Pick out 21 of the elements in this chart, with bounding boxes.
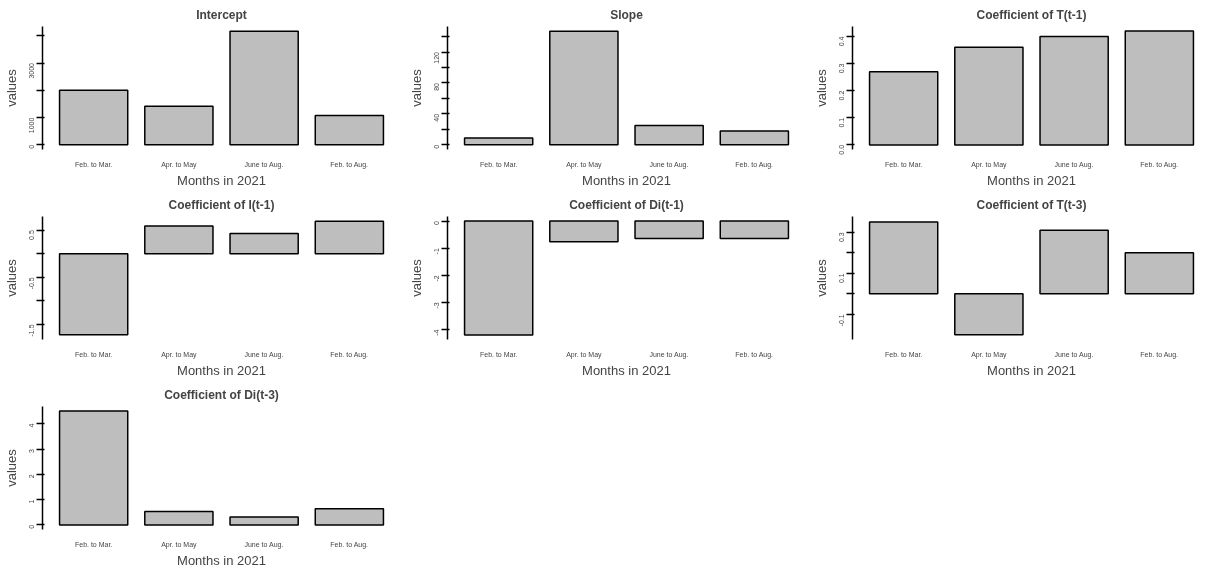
y-axis-title: values [3, 448, 19, 487]
y-axis-title: values [3, 68, 19, 107]
y-axis-title: values [408, 258, 424, 297]
y-axis-title: values [813, 258, 829, 297]
chart-title: Coefficient of Di(t-1) [569, 197, 684, 212]
y-axis-title: values [408, 68, 424, 107]
y-axis-title: values [813, 68, 829, 107]
chart-title: Slope [610, 7, 644, 22]
y-axis-title: values [3, 258, 19, 297]
x-axis-title: Months in 2021 [582, 362, 671, 378]
x-axis-title: Months in 2021 [177, 172, 266, 188]
chart-title: Intercept [196, 7, 247, 22]
chart-title: Coefficient of I(t-1) [168, 197, 275, 212]
x-axis-title: Months in 2021 [987, 172, 1076, 188]
chart-title: Coefficient of Di(t-3) [164, 387, 279, 402]
x-axis-title: Months in 2021 [177, 552, 266, 568]
chart-title: Coefficient of T(t-1) [976, 7, 1087, 22]
x-axis-title: Months in 2021 [177, 362, 266, 378]
x-axis-title: Months in 2021 [987, 362, 1076, 378]
x-axis-title: Months in 2021 [582, 172, 671, 188]
chart-title: Coefficient of T(t-3) [976, 197, 1087, 212]
